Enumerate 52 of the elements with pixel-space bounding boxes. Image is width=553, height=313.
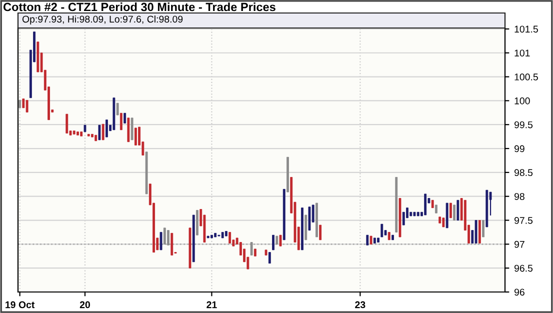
candlestick — [66, 114, 68, 134]
y-tick-label: 98.5 — [514, 169, 533, 176]
candlestick — [268, 252, 271, 264]
candlestick — [106, 119, 108, 138]
candlestick — [449, 202, 452, 218]
x-tick-label: 19 Oct — [6, 301, 35, 308]
candlestick — [167, 230, 170, 246]
x-tick-label: 21 — [206, 301, 217, 308]
y-tick-label: 98 — [514, 193, 524, 200]
y-tick-label: 96 — [514, 288, 524, 296]
candlestick — [98, 124, 101, 140]
candlestick — [474, 220, 478, 244]
candlestick — [453, 204, 456, 220]
candlestick — [402, 212, 405, 226]
candlestick — [482, 220, 484, 238]
candlestick — [424, 193, 427, 216]
y-tick-label: 99.5 — [514, 121, 533, 128]
candlestick — [456, 200, 460, 221]
candlestick — [130, 117, 134, 140]
candlestick — [279, 234, 282, 247]
candlestick — [478, 220, 481, 244]
candlestick — [228, 232, 232, 244]
candlestick — [102, 124, 104, 140]
x-tick-label: 20 — [80, 301, 90, 308]
candlestick — [22, 98, 25, 108]
y-tick-label: 100.5 — [514, 74, 538, 80]
chart-title: Cotton #2 - CTZ1 Period 30 Minute - Trade Prices — [3, 2, 276, 12]
candlestick — [116, 102, 119, 116]
y-tick-label: 101 — [514, 50, 530, 56]
y-tick-label: 97.5 — [514, 216, 533, 224]
candlestick — [380, 224, 384, 238]
y-tick-label: 99 — [514, 145, 524, 152]
candlestick — [272, 234, 274, 250]
x-tick-label: 23 — [355, 301, 366, 308]
candlestick — [250, 242, 253, 256]
candlestick — [163, 227, 166, 245]
text: Op:97.93, Hi:98.09, Lo:97.6, Cl:98.09 — [22, 15, 183, 25]
y-tick-label: 96.5 — [514, 264, 533, 272]
candlestick — [442, 217, 445, 228]
candlestick — [26, 100, 28, 113]
y-tick-label: 100 — [514, 97, 530, 104]
candlestick — [134, 127, 137, 146]
candlestick — [366, 234, 369, 246]
candlestick — [308, 206, 311, 231]
candlestick — [127, 117, 130, 142]
y-tick-label: 101.5 — [514, 26, 538, 33]
candlestick — [170, 232, 174, 256]
candlestick — [120, 112, 122, 130]
candlestick — [124, 112, 126, 124]
y-tick-label: 97 — [514, 240, 524, 248]
candlestick — [160, 232, 162, 250]
candlestick — [319, 224, 322, 240]
